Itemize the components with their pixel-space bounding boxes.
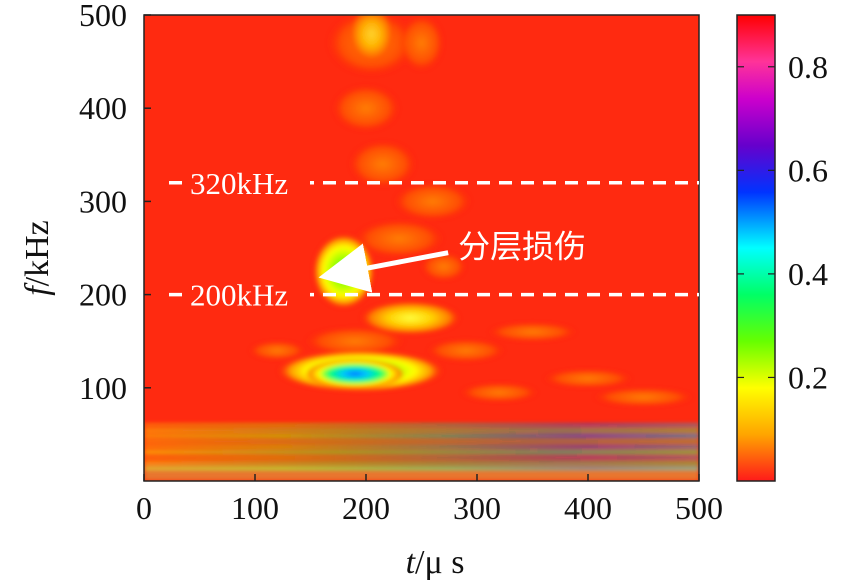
heatmap-ripple: [249, 341, 305, 360]
damage-arrow: [318, 243, 449, 293]
heatmap-noise-band: [144, 476, 699, 477]
y-axis-label: f/kHz: [19, 220, 56, 296]
heatmap-band: [144, 439, 699, 443]
x-tick-label: 400: [564, 490, 612, 526]
heatmap-band: [144, 466, 699, 470]
x-axis-label: t/μ s: [406, 544, 465, 581]
y-tick-label: 300: [79, 183, 127, 219]
heatmap-noise-band: [144, 468, 699, 470]
colorbar-tick-label: 0.8: [788, 49, 828, 85]
feature-blue-core-115khz: [304, 358, 405, 389]
annotations: 320kHz 200kHz 分层损伤: [169, 166, 699, 313]
heatmap-noise-band: [144, 471, 699, 472]
label-320khz-backdrop: [186, 166, 310, 199]
y-tick-label: 200: [79, 277, 127, 313]
colorbar-tick-label: 0.2: [788, 359, 828, 395]
heatmap-ripple: [460, 383, 539, 402]
label-200khz-backdrop: [186, 278, 310, 311]
heatmap-band: [144, 456, 699, 460]
heatmap-band: [144, 461, 699, 465]
y-tick-label: 100: [79, 370, 127, 406]
colorbar-ticks: 0.2 0.4 0.6 0.8: [737, 49, 828, 395]
heatmap-band: [144, 423, 699, 427]
heatmap-ripple: [593, 387, 694, 407]
heatmap-ripple: [488, 322, 577, 342]
heatmap-ripple: [393, 182, 472, 221]
heatmap-noise-band: [144, 469, 699, 471]
label-200khz: 200kHz: [190, 278, 288, 313]
heatmap-ripple: [421, 252, 466, 281]
heatmap-noise-band: [144, 474, 699, 475]
colorbar-tick-label: 0.6: [788, 152, 828, 188]
y-tick-label: 500: [79, 0, 127, 33]
heatmap-band: [144, 434, 699, 438]
heatmap-noise-band: [144, 472, 699, 473]
heatmap-noise-band: [144, 470, 699, 472]
damage-label: 分层损伤: [458, 228, 586, 266]
x-tick-label: 200: [342, 490, 390, 526]
y-tick-label: 400: [79, 90, 127, 126]
heatmap-band: [144, 445, 699, 449]
plot-frame: [143, 14, 700, 482]
feature-top-yellow: [349, 15, 394, 62]
heatmap-noise-band: [144, 475, 699, 476]
heatmap-noise-band: [144, 476, 699, 478]
x-tick-label: 0: [136, 490, 152, 526]
heatmap-noise-band: [144, 465, 699, 467]
feature-damage-patch-220khz: [312, 234, 375, 309]
heatmap-band: [144, 428, 699, 432]
heatmap-noise-band: [144, 473, 699, 474]
colorbar-tick-label: 0.4: [788, 256, 828, 292]
heatmap-ripple: [427, 339, 505, 362]
heatmap-ripple: [543, 369, 633, 388]
colorbar: [736, 14, 776, 482]
feature-yellow-band-175khz: [360, 301, 461, 335]
plot-area: [144, 15, 699, 481]
heatmap-noise-band: [144, 477, 699, 479]
x-tick-label: 500: [675, 490, 723, 526]
heatmap-ripple: [304, 327, 405, 356]
y-axis: 100 200 300 400 500: [79, 0, 151, 406]
heatmap-ripple: [332, 84, 400, 132]
heatmap-band: [144, 450, 699, 454]
x-axis: 0 100 200 300 400 500: [136, 474, 723, 526]
heatmap-ripple: [354, 220, 444, 258]
heatmap-ripple: [399, 15, 444, 71]
heatmap-noise-band: [144, 479, 699, 481]
label-320khz: 320kHz: [190, 166, 288, 201]
x-tick-label: 100: [231, 490, 279, 526]
heatmap-ripple: [349, 140, 416, 188]
heatmap-noise-band: [144, 478, 699, 480]
heatmap-noise-band: [144, 466, 699, 468]
heatmap-noise-band: [144, 467, 699, 469]
x-tick-label: 300: [453, 490, 501, 526]
